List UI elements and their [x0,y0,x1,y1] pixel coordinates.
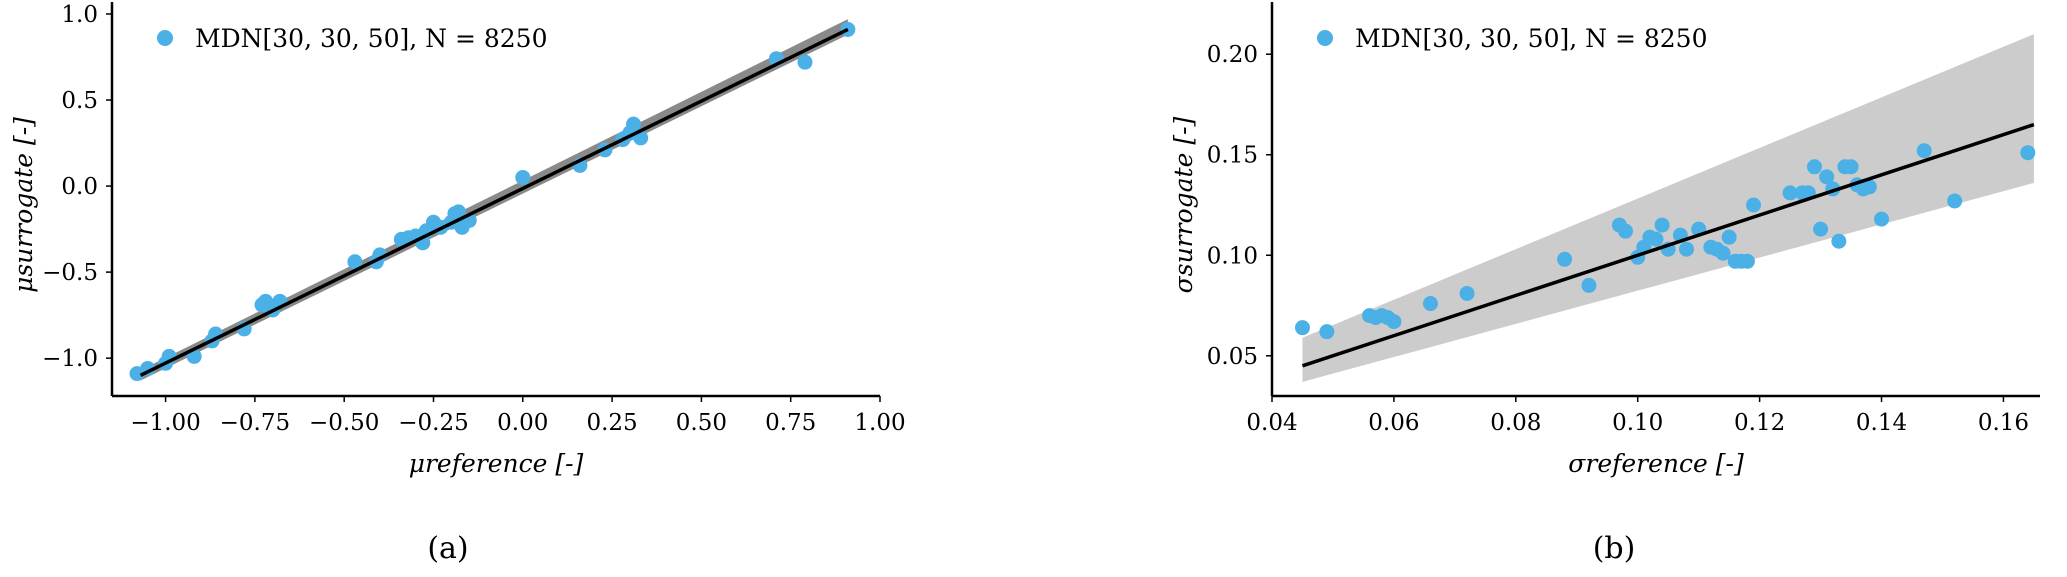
identity-line [139,27,849,377]
x-tick-label: 0.00 [497,410,548,436]
x-tick-label: −0.25 [398,410,468,436]
legend-label: MDN[30, 30, 50], N = 8250 [1355,24,1707,53]
data-point [1386,314,1402,330]
data-point [1648,231,1664,247]
data-point [1806,159,1822,175]
data-point [626,116,642,132]
data-point [1739,253,1755,269]
y-tick-label: 0.15 [1207,143,1258,169]
y-tick-label: 0.0 [61,174,98,200]
data-point [1581,277,1597,293]
x-axis-label: σreference [-] [1568,449,1744,478]
x-tick-label: 0.08 [1490,410,1541,436]
identity-line [1301,122,2035,368]
y-tick-label: 0.5 [61,88,98,114]
data-point [2020,145,2036,161]
y-tick-label: 0.10 [1207,243,1258,269]
data-point [1831,233,1847,249]
data-point [1715,245,1731,261]
chart-panel-a: −1.00 −0.75 −0.50 −0.25 0.00 0.25 0.50 0.75 1.00… [9,2,906,566]
x-tick-label: 0.14 [1856,410,1907,436]
x-axis-label: μreference [-] [409,449,584,478]
x-tick-label: 0.06 [1368,410,1419,436]
x-tick-label: 0.50 [676,410,727,436]
data-point [1746,197,1762,213]
confidence-band [1302,34,2034,382]
y-axis-label: σsurrogate [-] [1169,116,1198,293]
data-point [1843,159,1859,175]
data-point [450,204,466,220]
panel-caption: (a) [427,531,468,566]
data-point [1459,285,1475,301]
data-point [1916,143,1932,159]
x-tick-label: 1.00 [854,410,905,436]
x-tick-label: 0.75 [765,410,816,436]
data-point [1861,179,1877,195]
data-point [1819,169,1835,185]
y-tick-label: 0.05 [1207,344,1258,370]
y-tick-label: −0.5 [42,260,98,286]
y-tick-label: −1.0 [42,346,98,372]
data-point [1678,241,1694,257]
y-tick-label: 0.20 [1207,42,1258,68]
data-point [1319,324,1335,340]
data-point [1947,193,1963,209]
data-point [1618,223,1634,239]
x-tick-label: −0.75 [220,410,290,436]
x-tick-label: 0.25 [586,410,637,436]
legend-marker [1317,30,1333,46]
data-point [1557,251,1573,267]
x-tick-label: 0.10 [1612,410,1663,436]
data-point [1874,211,1890,227]
panel-caption: (b) [1593,531,1636,566]
data-point [1782,185,1798,201]
x-tick-label: −0.50 [309,410,379,436]
x-tick-label: 0.16 [1978,410,2029,436]
x-tick-label: 0.12 [1734,410,1785,436]
x-tick-label: −1.00 [130,410,200,436]
data-point [347,254,363,270]
y-axis-label: μsurrogate [-] [9,117,38,293]
chart-panel-b: 0.04 0.06 0.08 0.10 0.12 0.14 0.16 0.05 0.10 0.15… [1169,2,2040,566]
legend-marker [157,30,173,46]
data-point [1654,217,1670,233]
data-point [797,54,813,70]
legend-label: MDN[30, 30, 50], N = 8250 [195,24,547,53]
data-point [515,169,531,185]
data-point [1294,320,1310,336]
y-tick-label: 1.0 [61,2,98,28]
data-point [1813,221,1829,237]
data-point [1721,229,1737,245]
data-point [1422,296,1438,312]
x-tick-label: 0.04 [1246,410,1297,436]
